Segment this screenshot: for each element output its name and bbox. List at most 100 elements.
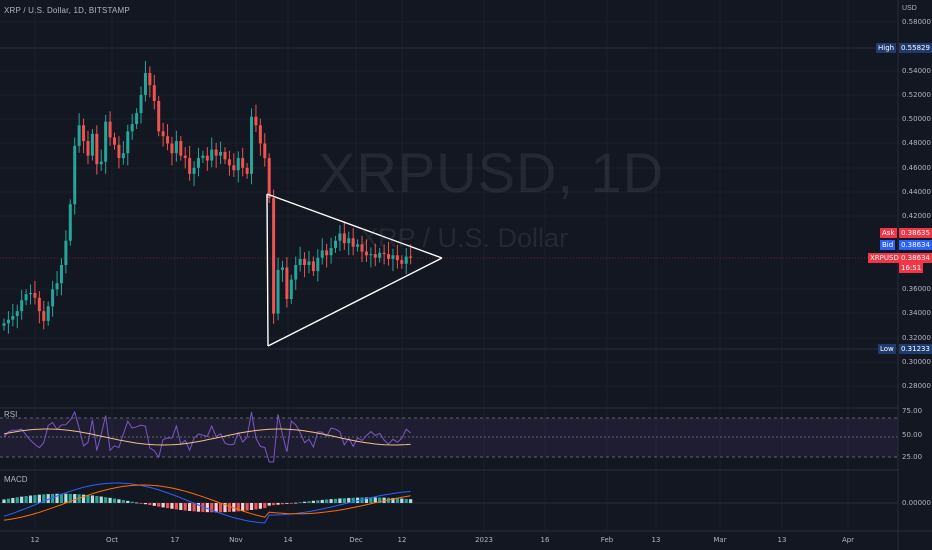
triangle-lower-line[interactable]: [267, 257, 443, 347]
candle-body: [188, 158, 192, 174]
macd-histogram-bar: [161, 503, 165, 508]
symbol-title[interactable]: XRP / U.S. Dollar, 1D, BITSTAMP: [4, 6, 130, 15]
candle-body: [33, 292, 37, 298]
candle-body: [126, 131, 130, 154]
macd-histogram-bar: [391, 498, 395, 503]
time-tick: 2023: [475, 536, 493, 544]
macd-histogram-bar: [223, 503, 227, 513]
macd-histogram-bar: [117, 499, 121, 503]
candle-body: [20, 300, 24, 312]
macd-label[interactable]: MACD: [4, 475, 28, 484]
macd-histogram-bar: [90, 495, 94, 503]
price-tick: 0.54000: [902, 67, 931, 75]
time-tick: 13: [651, 536, 661, 544]
macd-histogram-bar: [369, 497, 373, 503]
price-tick: 0.52000: [902, 91, 931, 99]
candle-body: [373, 254, 377, 258]
candle-body: [143, 73, 147, 95]
low-value-tag: 0.31233: [899, 344, 932, 354]
macd-histogram-bar: [196, 503, 201, 512]
macd-histogram-bar: [316, 500, 320, 503]
time-tick: 17: [170, 536, 180, 544]
candle-body: [82, 125, 86, 142]
candle-body: [391, 255, 395, 259]
price-tick: 0.58000: [902, 18, 931, 26]
candle-body: [236, 158, 240, 171]
macd-histogram-bar: [108, 497, 112, 503]
candle-body: [320, 250, 324, 258]
macd-histogram-bar: [205, 503, 209, 513]
macd-histogram-bar: [157, 503, 161, 507]
macd-histogram-bar: [272, 503, 276, 506]
macd-histogram-bar: [11, 497, 15, 503]
macd-histogram-bar: [294, 502, 298, 504]
macd-histogram-bar: [121, 500, 125, 503]
macd-histogram-bar: [311, 500, 315, 503]
candle-body: [170, 143, 174, 154]
macd-histogram-bar: [170, 503, 174, 509]
candle-body: [196, 158, 200, 168]
macd-histogram-bar: [64, 493, 68, 503]
macd-histogram-bar: [51, 493, 55, 503]
triangle-upper-line[interactable]: [266, 193, 443, 259]
macd-histogram-bar: [42, 494, 46, 503]
candle-body: [404, 256, 408, 264]
macd-histogram-bar: [99, 496, 103, 503]
candle-body: [250, 116, 254, 174]
candle-body: [152, 85, 156, 101]
watermark-ticker: XRPUSD, 1D: [318, 141, 665, 204]
macd-histogram-bar: [395, 498, 399, 503]
candle-body: [395, 255, 399, 261]
candle-body: [409, 256, 413, 258]
candle-body: [329, 247, 333, 256]
candle-body: [29, 292, 33, 295]
candle-body: [130, 124, 134, 132]
candle-body: [272, 198, 276, 314]
time-tick: Feb: [600, 536, 614, 544]
candle-body: [325, 250, 329, 256]
currency-label[interactable]: USD: [902, 5, 917, 12]
time-tick: Apr: [841, 536, 855, 544]
candle-body: [99, 161, 103, 165]
time-tick: Oct: [105, 536, 119, 544]
macd-histogram-bar: [183, 503, 187, 511]
last-price-value-tag: 0.38634: [899, 253, 932, 263]
macd-histogram-bar: [192, 503, 196, 512]
macd-histogram-bar: [148, 503, 152, 506]
candle-body: [183, 155, 187, 159]
macd-histogram-bar: [333, 498, 338, 503]
candle-body: [254, 116, 258, 126]
candle-body: [276, 269, 280, 314]
candle-body: [135, 113, 139, 125]
candle-body: [2, 323, 6, 326]
candle-body: [258, 125, 262, 144]
candle-body: [263, 143, 267, 159]
candle-body: [307, 261, 311, 265]
macd-histogram-bar: [227, 503, 232, 512]
rsi-pane[interactable]: [0, 410, 898, 463]
macd-histogram-bar: [68, 493, 72, 503]
triangle-pattern-drawing[interactable]: [266, 193, 443, 347]
macd-pane[interactable]: [0, 482, 898, 524]
price-tick: 0.50000: [902, 115, 931, 123]
candle-body: [334, 240, 337, 248]
macd-histogram-bar: [28, 495, 33, 503]
candle-body: [68, 204, 72, 241]
candle-body: [117, 144, 121, 159]
macd-histogram-bar: [37, 494, 41, 503]
macd-histogram-bar: [307, 501, 311, 503]
macd-histogram-bar: [276, 503, 280, 505]
candle-body: [280, 267, 284, 270]
macd-histogram-bar: [241, 503, 245, 511]
price-tick: 0.42000: [902, 212, 931, 220]
macd-histogram-bar: [378, 497, 382, 503]
candle-body: [42, 311, 46, 321]
rsi-label[interactable]: RSI: [4, 410, 18, 419]
bar-countdown-tag: 16:51: [899, 263, 924, 273]
macd-histogram-bar: [382, 497, 386, 503]
triangle-left-edge[interactable]: [266, 193, 269, 347]
macd-histogram-bar: [46, 494, 50, 503]
macd-histogram-bar: [285, 503, 289, 504]
candle-body: [347, 238, 351, 244]
